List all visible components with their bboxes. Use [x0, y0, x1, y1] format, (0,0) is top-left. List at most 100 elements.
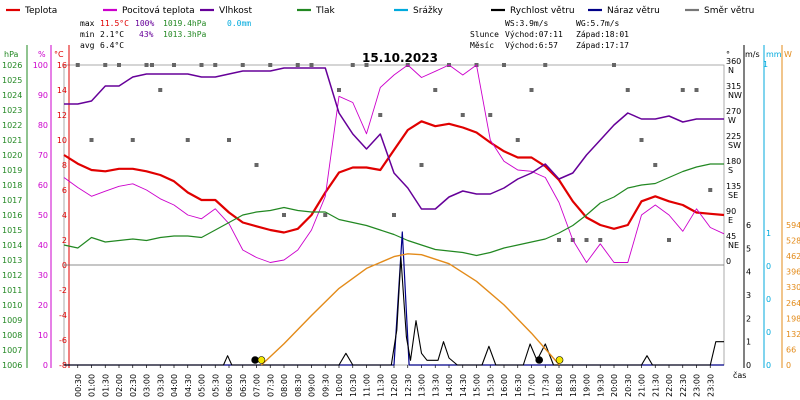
wind-dir-point — [543, 63, 548, 67]
x-tick-28: 14:30 — [459, 374, 468, 397]
wind-dir-point — [117, 63, 121, 67]
wind-dir-point — [337, 88, 341, 92]
x-tick-43: 22:00 — [665, 374, 674, 397]
rain-unit: mm — [766, 50, 782, 59]
x-tick-25: 13:00 — [418, 374, 427, 397]
x-tick-39: 20:00 — [610, 374, 619, 397]
x-tick-0: 00:30 — [74, 374, 83, 397]
wind-dir-point — [309, 63, 314, 67]
x-tick-19: 10:00 — [335, 374, 344, 397]
temperature-tick-9: 10 — [57, 136, 67, 145]
x-tick-4: 02:30 — [129, 374, 138, 397]
plot-area — [63, 63, 725, 366]
temperature-tick-8: 8 — [62, 161, 67, 170]
x-tick-27: 14:00 — [445, 374, 454, 397]
wind-dir-point — [240, 63, 245, 67]
rain-tick-0: 0 — [766, 361, 771, 370]
wind-dir-point — [364, 63, 369, 67]
rain-tick-3: 0 — [766, 262, 771, 271]
pressure-tick-1: 1007 — [2, 346, 22, 355]
x-tick-10: 05:30 — [211, 374, 220, 397]
series-line-2 — [64, 67, 724, 210]
x-tick-23: 12:00 — [390, 374, 399, 397]
temperature-tick-6: 4 — [62, 211, 67, 220]
wind-dir-point — [158, 88, 163, 92]
x-tick-24: 12:30 — [404, 374, 413, 397]
wind-dir-point — [625, 88, 630, 92]
temperature-tick-12: 16 — [57, 61, 67, 70]
moon-set-marker — [535, 356, 544, 364]
sunset-info: Západ:18:01 — [576, 30, 629, 39]
legend-label-5: Rychlost větru — [510, 6, 575, 16]
x-tick-32: 16:30 — [514, 374, 523, 397]
series-line-5 — [64, 257, 724, 366]
stats-max-temp: 11.5°C — [100, 19, 129, 28]
wind-dir-compass-8: N — [728, 66, 734, 75]
wind-dir-compass-5: SW — [728, 141, 741, 150]
stats-avg-label: avg — [80, 41, 95, 50]
solar-tick-8: 528 — [786, 237, 800, 246]
wind-speed-unit: m/s — [745, 50, 760, 59]
moonset-info: Západ:17:17 — [576, 41, 629, 50]
wind-speed-tick-1: 1 — [746, 338, 751, 347]
series-line-0 — [63, 120, 725, 234]
x-tick-37: 19:00 — [583, 374, 592, 397]
legend-label-2: Vlhkost — [219, 6, 252, 16]
rain-top-tick: 1 — [763, 60, 768, 69]
temperature-tick-1: -6 — [59, 336, 67, 345]
pressure-tick-15: 1021 — [2, 136, 22, 145]
series-line-3 — [63, 163, 724, 257]
x-tick-17: 09:00 — [308, 374, 317, 397]
legend: Teplota Pocitová teplota Vlhkost Tlak Srážky… — [6, 6, 754, 16]
pressure-tick-20: 1026 — [2, 61, 22, 70]
wind-speed-tick-3: 3 — [746, 291, 751, 300]
wind-gust-info: WG:5.7m/s — [576, 19, 620, 28]
sun-rise-marker — [257, 356, 266, 364]
wind-dir-point — [584, 238, 589, 242]
humidity-tick-0: 0 — [43, 361, 48, 370]
stats-max-hum: 100% — [135, 19, 154, 28]
wind-dir-point — [612, 63, 616, 67]
stats-max-press: 1019.4hPa — [163, 19, 207, 28]
wind-dir-point — [227, 138, 231, 142]
stats-avg-temp: 6.4°C — [100, 41, 124, 50]
wind-dir-point — [529, 88, 534, 92]
temperature-tick-11: 14 — [57, 86, 67, 95]
x-tick-8: 04:30 — [184, 374, 193, 397]
pressure-tick-5: 1011 — [2, 286, 22, 295]
rain-tick-1: 0 — [766, 328, 771, 337]
moonrise-info: Východ:6:57 — [505, 41, 558, 50]
series-line-6 — [260, 253, 561, 366]
x-tick-36: 18:30 — [569, 374, 578, 397]
pressure-tick-16: 1022 — [2, 121, 22, 130]
rain-tick-2: 0 — [766, 295, 771, 304]
wind-dir-point — [254, 163, 259, 167]
wind-dir-tick-3: 135 — [726, 182, 741, 191]
legend-label-6: Náraz větru — [607, 6, 660, 16]
temperature-tick-3: -2 — [59, 286, 67, 295]
x-tick-18: 09:30 — [321, 374, 330, 397]
humidity-tick-10: 100 — [33, 61, 48, 70]
rain-tick-4: 1 — [766, 229, 771, 238]
wind-dir-point — [557, 238, 561, 242]
wind-dir-point — [502, 63, 506, 67]
humidity-unit: % — [38, 50, 46, 59]
humidity-tick-7: 70 — [38, 151, 48, 160]
wind-dir-point — [150, 63, 154, 67]
solar-tick-5: 330 — [786, 283, 800, 292]
wind-dir-point — [199, 63, 204, 67]
pressure-tick-8: 1014 — [2, 241, 22, 250]
wind-dir-point — [419, 163, 424, 167]
wind-dir-point — [213, 63, 218, 67]
series-line-1 — [63, 64, 725, 263]
wind-dir-point — [460, 113, 465, 117]
solar-tick-2: 132 — [786, 330, 800, 339]
wind-dir-tick-5: 225 — [726, 132, 741, 141]
stats-panel: max 11.5°C 100% 1019.4hPa 0.0mm min 2.1°… — [80, 19, 629, 50]
pressure-tick-13: 1019 — [2, 166, 22, 175]
wind-dir-point — [185, 138, 190, 142]
x-tick-1: 01:00 — [88, 374, 97, 397]
wind-dir-point — [144, 63, 149, 67]
wind-speed-tick-0: 0 — [746, 361, 751, 370]
pressure-tick-3: 1009 — [2, 316, 22, 325]
